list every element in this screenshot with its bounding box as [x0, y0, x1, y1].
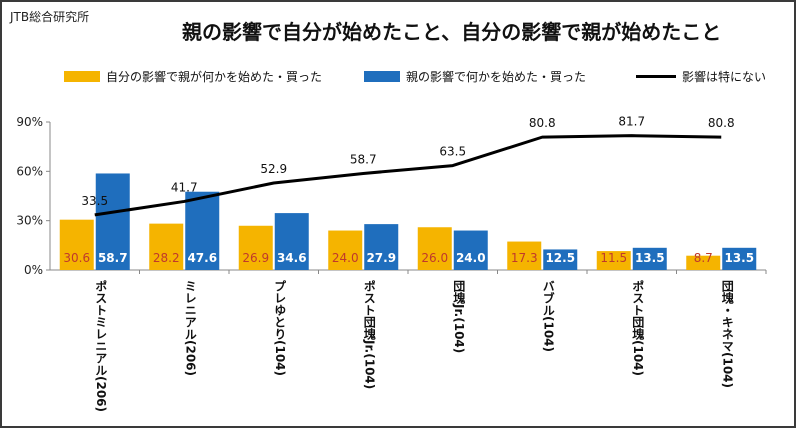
line-point-label: 52.9: [260, 162, 287, 176]
line-point-label: 63.5: [439, 145, 466, 159]
bar-parent: [95, 173, 130, 270]
bar-parent-label: 12.5: [545, 251, 575, 265]
bar-self-label: 26.9: [242, 251, 269, 265]
chart-title: 親の影響で自分が始めたこと、自分の影響で親が始めたこと: [182, 20, 722, 44]
bar-self: [59, 219, 94, 270]
y-tick-label: 90%: [16, 115, 43, 129]
bar-self-label: 30.6: [63, 251, 90, 265]
legend: 自分の影響で親が何かを始めた・買った 親の影響で何かを始めた・買った 影響は特に…: [64, 68, 784, 88]
category-label: バブル(104): [541, 280, 555, 352]
legend-swatch-self: [64, 71, 100, 82]
bar-parent: [364, 224, 399, 270]
category-label: 団塊・キネマ(104): [720, 280, 734, 388]
line-point-label: 33.5: [81, 194, 108, 208]
bar-parent-label: 24.0: [456, 251, 486, 265]
bar-self: [507, 241, 542, 270]
bar-parent: [185, 191, 220, 270]
legend-item-none: 影響は特にない: [636, 68, 766, 85]
bar-self-label: 11.5: [600, 251, 627, 265]
bar-parent-label: 47.6: [187, 251, 217, 265]
category-label: プレゆとり(104): [273, 280, 287, 376]
bar-parent: [632, 247, 667, 270]
bar-parent-label: 13.5: [724, 251, 754, 265]
legend-item-self: 自分の影響で親が何かを始めた・買った: [64, 68, 322, 85]
category-label: ポストミレニアル(206): [94, 279, 108, 412]
category-label: ミレニアル(206): [183, 280, 197, 376]
legend-label-parent: 親の影響で何かを始めた・買った: [406, 70, 587, 84]
bar-self: [149, 223, 184, 270]
y-tick-label: 60%: [16, 164, 43, 178]
legend-label-none: 影響は特にない: [682, 70, 767, 84]
legend-line-none: [636, 75, 676, 78]
bar-self-label: 17.3: [511, 251, 538, 265]
bar-parent: [453, 230, 488, 270]
bar-self-label: 26.0: [421, 251, 448, 265]
bar-parent-label: 34.6: [277, 251, 307, 265]
category-label: ポスト団塊Jr.(104): [362, 279, 376, 390]
bar-parent: [543, 249, 578, 270]
bar-self-label: 28.2: [153, 251, 180, 265]
line-point-label: 58.7: [350, 152, 377, 166]
bar-parent-label: 27.9: [366, 251, 396, 265]
bar-self: [596, 251, 631, 270]
line-point-label: 41.7: [171, 180, 198, 194]
bar-parent: [722, 247, 757, 270]
bar-self: [417, 227, 452, 270]
y-tick-label: 0%: [24, 263, 43, 277]
bar-parent: [274, 213, 309, 270]
line-point-label: 81.7: [618, 115, 645, 129]
category-label: ポスト団塊(104): [631, 279, 645, 376]
legend-swatch-parent: [364, 71, 400, 82]
legend-item-parent: 親の影響で何かを始めた・買った: [364, 68, 586, 85]
source-label: JTB総合研究所: [10, 10, 90, 24]
line-point-label: 80.8: [708, 116, 735, 130]
legend-label-self: 自分の影響で親が何かを始めた・買った: [106, 70, 323, 84]
bar-parent-label: 13.5: [635, 251, 665, 265]
bar-self: [238, 225, 273, 270]
line-no-influence: [94, 134, 722, 217]
category-label: 団塊Jr.(104): [452, 280, 466, 354]
bar-self: [328, 230, 363, 270]
line-point-label: 80.8: [529, 116, 556, 130]
bar-self-label: 8.7: [694, 251, 713, 265]
bar-self-label: 24.0: [332, 251, 359, 265]
bar-parent-label: 58.7: [98, 251, 128, 265]
y-tick-label: 30%: [16, 214, 43, 228]
bar-self: [686, 255, 721, 270]
